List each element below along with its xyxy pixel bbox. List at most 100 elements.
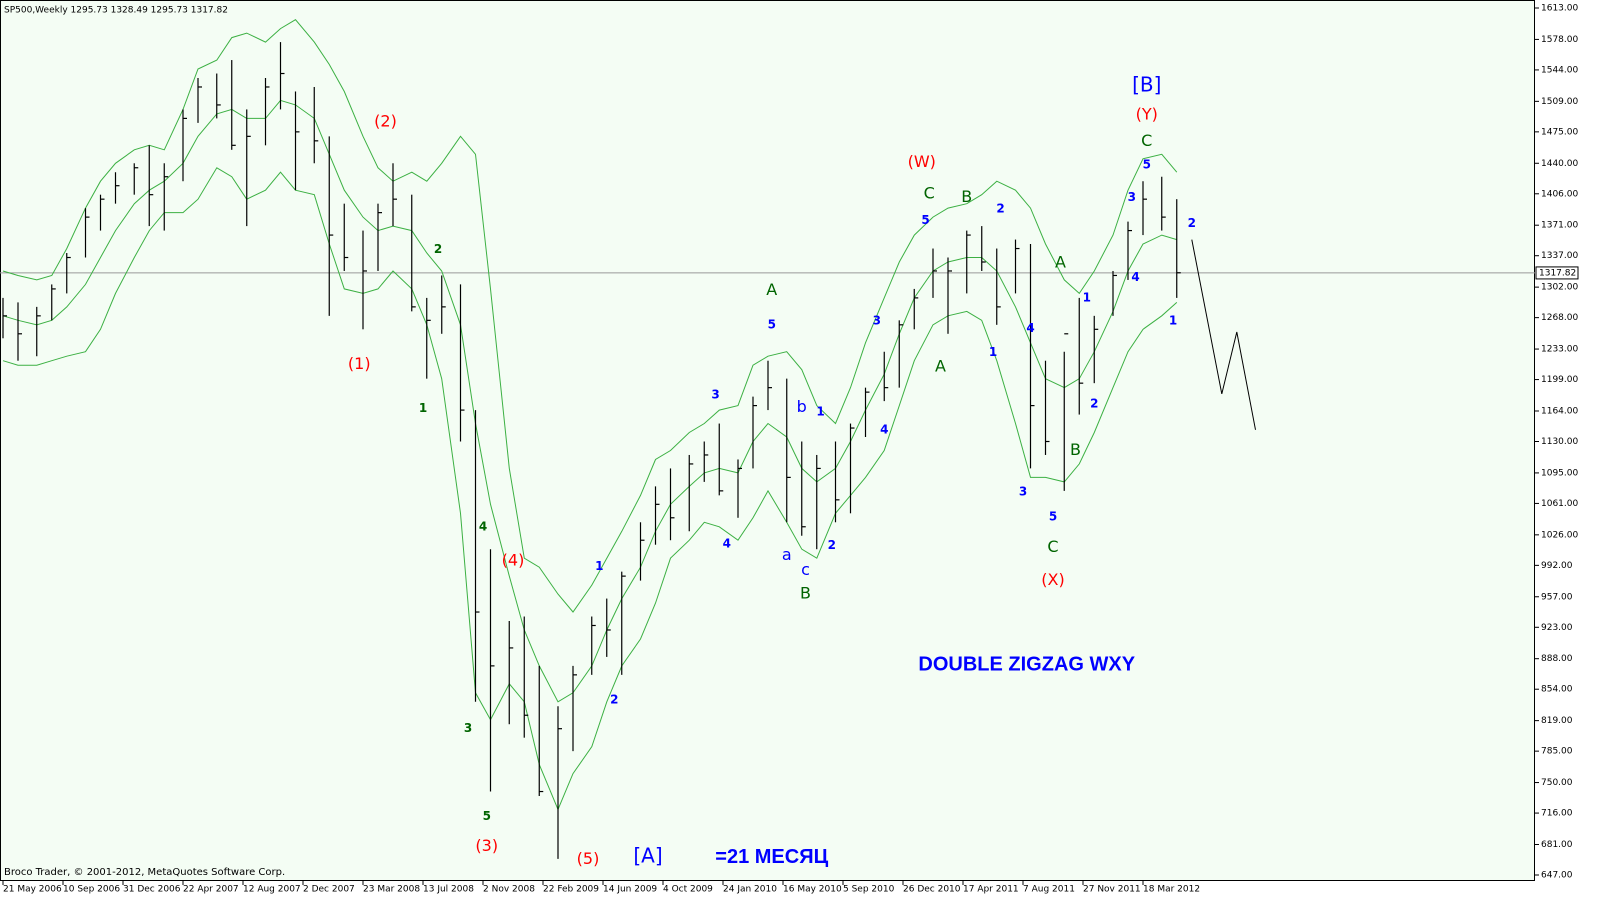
wave-label: 1 bbox=[816, 404, 824, 418]
x-tick-label: 24 Jan 2010 bbox=[723, 885, 777, 895]
wave-label: 2 bbox=[434, 242, 442, 256]
wave-label: C bbox=[1141, 131, 1152, 150]
wave-label: B bbox=[961, 187, 972, 206]
wave-label: 5 bbox=[1049, 509, 1057, 523]
x-tick-label: 22 Feb 2009 bbox=[543, 885, 599, 895]
copyright: Broco Trader, © 2001-2012, MetaQuotes So… bbox=[4, 867, 285, 878]
wave-label: [A] bbox=[633, 844, 662, 868]
wave-label: 2 bbox=[1188, 216, 1196, 230]
wave-label: =21 МЕСЯЦ bbox=[715, 846, 828, 868]
y-tick-label: 785.00 bbox=[1541, 747, 1573, 757]
y-tick-label: 1268.00 bbox=[1541, 313, 1578, 323]
y-tick-label: 992.00 bbox=[1541, 561, 1573, 571]
wave-label: c bbox=[801, 560, 810, 579]
y-tick-label: 1371.00 bbox=[1541, 221, 1578, 231]
wave-label: b bbox=[797, 397, 807, 416]
wave-label: C bbox=[1047, 537, 1058, 556]
x-tick-label: 23 Mar 2008 bbox=[363, 885, 420, 895]
y-tick-label: 1061.00 bbox=[1541, 499, 1578, 509]
wave-label: 4 bbox=[880, 422, 888, 436]
y-tick-label: 681.00 bbox=[1541, 840, 1573, 850]
y-tick-label: 1095.00 bbox=[1541, 468, 1578, 478]
x-tick-label: 16 May 2010 bbox=[783, 885, 842, 895]
y-tick-label: 1509.00 bbox=[1541, 97, 1578, 107]
y-tick-label: 923.00 bbox=[1541, 623, 1573, 633]
x-tick-label: 14 Jun 2009 bbox=[603, 885, 657, 895]
y-tick-label: 1613.00 bbox=[1541, 4, 1578, 14]
wave-label: A bbox=[1055, 252, 1066, 271]
y-tick-label: 1302.00 bbox=[1541, 283, 1578, 293]
wave-label: 2 bbox=[1090, 396, 1098, 410]
x-tick-label: 26 Dec 2010 bbox=[903, 885, 961, 895]
y-tick-label: 716.00 bbox=[1541, 809, 1573, 819]
x-tick-label: 31 Dec 2006 bbox=[123, 885, 181, 895]
y-tick-label: 1130.00 bbox=[1541, 437, 1578, 447]
wave-label: A bbox=[935, 357, 946, 376]
y-tick-label: 888.00 bbox=[1541, 654, 1573, 664]
wave-label: 1 bbox=[595, 559, 603, 573]
wave-label: 5 bbox=[483, 809, 491, 823]
wave-label: 2 bbox=[610, 692, 618, 706]
wave-label: B bbox=[1070, 440, 1081, 459]
wave-label: 3 bbox=[711, 387, 719, 401]
y-tick-label: 647.00 bbox=[1541, 871, 1573, 881]
wave-label: (X) bbox=[1041, 570, 1064, 589]
x-tick-label: 7 Aug 2011 bbox=[1023, 885, 1075, 895]
y-tick-label: 957.00 bbox=[1541, 592, 1573, 602]
wave-label: DOUBLE ZIGZAG WXY bbox=[918, 653, 1135, 675]
wave-label: 3 bbox=[464, 721, 472, 735]
wave-label: 1 bbox=[989, 345, 997, 359]
x-tick-label: 2 Dec 2007 bbox=[303, 885, 355, 895]
wave-label: (4) bbox=[502, 550, 525, 569]
x-tick-label: 13 Jul 2008 bbox=[423, 885, 474, 895]
y-tick-label: 854.00 bbox=[1541, 685, 1573, 695]
wave-label: 3 bbox=[1128, 190, 1136, 204]
last-price-box bbox=[1535, 266, 1579, 280]
x-tick-label: 17 Apr 2011 bbox=[963, 885, 1019, 895]
wave-label: 4 bbox=[723, 536, 731, 550]
wave-label: (2) bbox=[374, 111, 397, 130]
x-tick-label: 12 Aug 2007 bbox=[243, 885, 301, 895]
wave-label: A bbox=[766, 280, 777, 299]
wave-label: C bbox=[924, 183, 935, 202]
wave-label: (3) bbox=[475, 836, 498, 855]
y-tick-label: 1544.00 bbox=[1541, 65, 1578, 75]
wave-label: (W) bbox=[908, 152, 936, 171]
y-tick-label: 1026.00 bbox=[1541, 530, 1578, 540]
wave-label: (5) bbox=[577, 849, 600, 868]
wave-label: [B] bbox=[1132, 73, 1161, 97]
wave-label: 4 bbox=[1131, 270, 1139, 284]
x-tick-label: 27 Nov 2011 bbox=[1083, 885, 1141, 895]
wave-label: 1 bbox=[1083, 290, 1091, 304]
wave-label: (Y) bbox=[1136, 104, 1158, 123]
y-tick-label: 1578.00 bbox=[1541, 35, 1578, 45]
x-tick-label: 5 Sep 2010 bbox=[843, 885, 895, 895]
wave-label: 4 bbox=[1026, 321, 1034, 335]
wave-label: 4 bbox=[479, 519, 487, 533]
y-tick-label: 1406.00 bbox=[1541, 189, 1578, 199]
y-tick-label: 1233.00 bbox=[1541, 345, 1578, 355]
wave-label: 2 bbox=[996, 202, 1004, 216]
wave-label: 5 bbox=[768, 317, 776, 331]
x-tick-label: 22 Apr 2007 bbox=[183, 885, 239, 895]
wave-label: 5 bbox=[1143, 158, 1151, 172]
y-tick-label: 1199.00 bbox=[1541, 375, 1578, 385]
wave-label: 1 bbox=[419, 401, 427, 415]
wave-label: 3 bbox=[1019, 484, 1027, 498]
wave-label: 3 bbox=[873, 314, 881, 328]
y-tick-label: 750.00 bbox=[1541, 778, 1573, 788]
last-price-label: 1317.82 bbox=[1539, 268, 1576, 278]
forecast-line bbox=[1191, 239, 1256, 430]
y-tick-label: 1337.00 bbox=[1541, 251, 1578, 261]
x-tick-label: 2 Nov 2008 bbox=[483, 885, 535, 895]
x-tick-label: 10 Sep 2006 bbox=[63, 885, 120, 895]
x-tick-label: 21 May 2006 bbox=[3, 885, 62, 895]
wave-label: B bbox=[800, 584, 811, 603]
y-tick-label: 819.00 bbox=[1541, 716, 1573, 726]
wave-label: 2 bbox=[828, 538, 836, 552]
band-lower bbox=[2, 167, 1178, 811]
wave-label: a bbox=[782, 545, 792, 564]
wave-label: (1) bbox=[348, 354, 371, 373]
band-upper bbox=[2, 19, 1178, 613]
